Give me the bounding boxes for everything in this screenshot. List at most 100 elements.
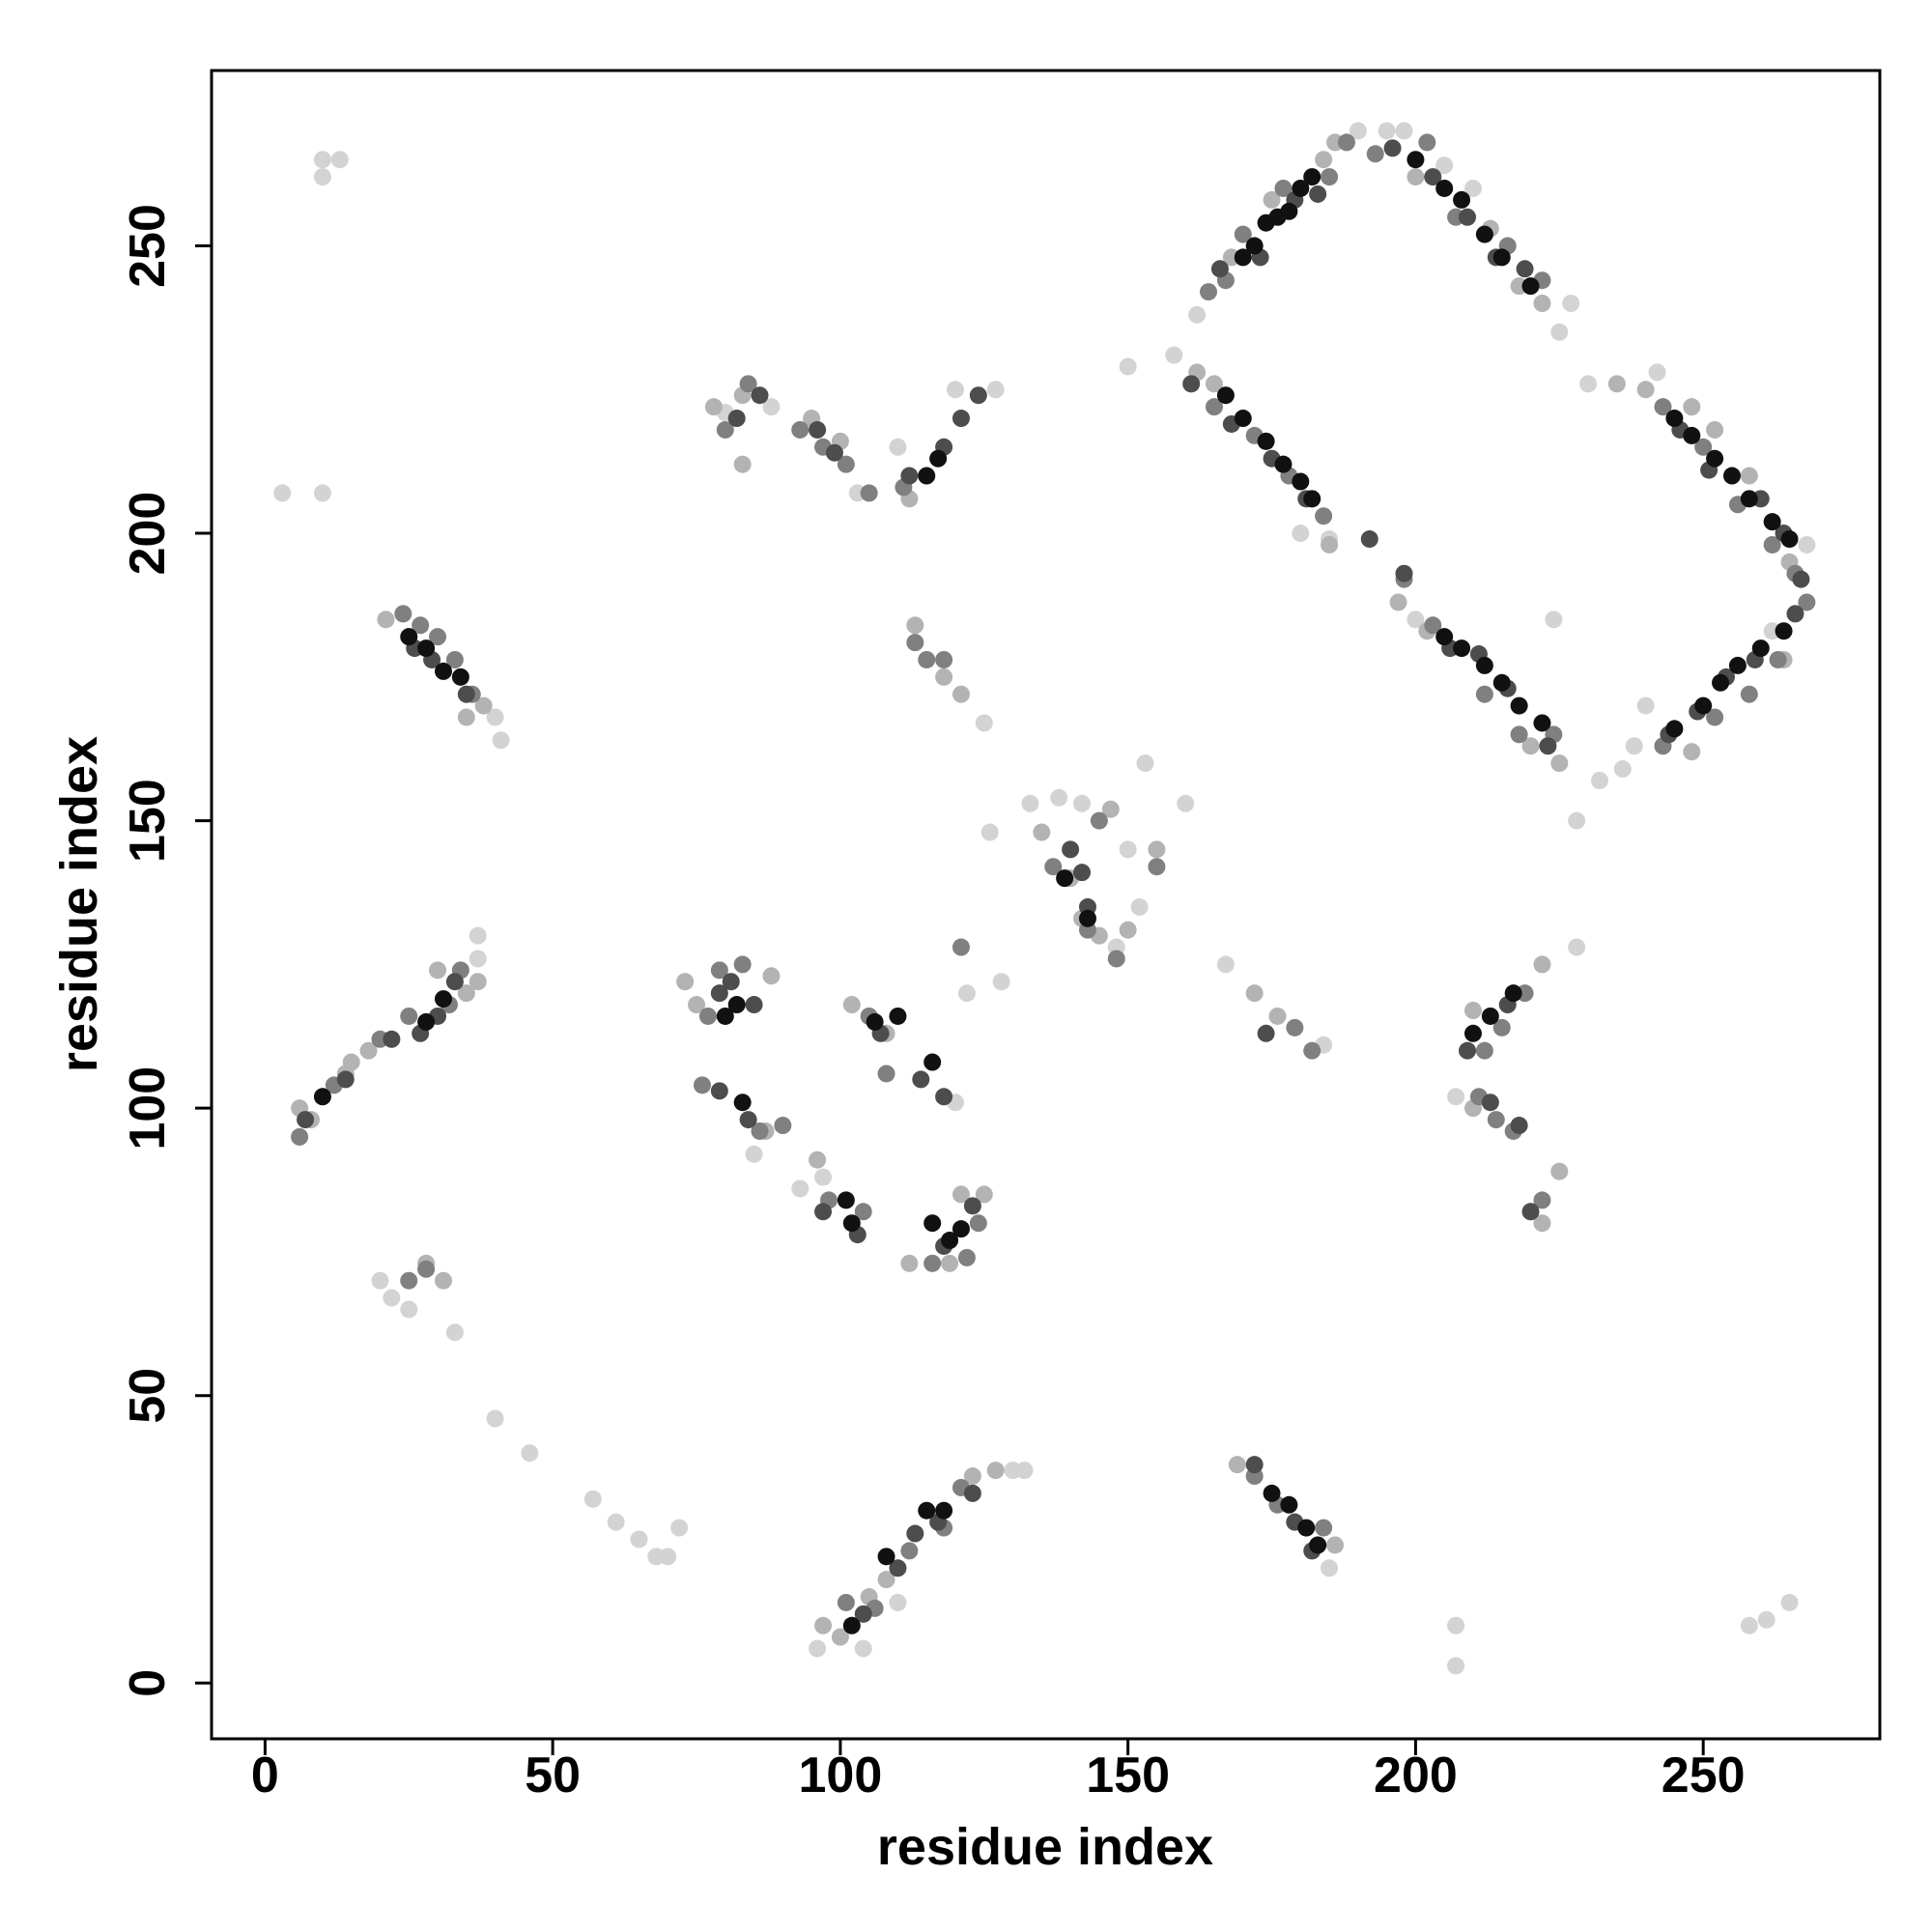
point xyxy=(1234,410,1252,428)
point xyxy=(739,375,757,393)
point xyxy=(1245,984,1264,1003)
point xyxy=(1613,760,1632,779)
point xyxy=(1539,737,1557,755)
point xyxy=(814,1168,833,1186)
point xyxy=(923,1214,942,1233)
point xyxy=(1740,1616,1758,1634)
point xyxy=(1321,535,1339,554)
point xyxy=(745,1145,763,1163)
point xyxy=(1297,1519,1316,1537)
point xyxy=(1360,530,1378,549)
point xyxy=(1263,190,1281,209)
point xyxy=(929,449,948,468)
point xyxy=(1188,305,1207,324)
point xyxy=(1315,151,1333,169)
point xyxy=(957,1248,976,1266)
point xyxy=(445,1323,464,1342)
point xyxy=(457,685,475,703)
x-axis-title: residue index xyxy=(877,1818,1213,1876)
point xyxy=(1648,363,1666,382)
x-tick-label: 250 xyxy=(1662,1747,1746,1804)
point xyxy=(889,1007,907,1025)
point xyxy=(900,467,919,485)
point xyxy=(963,1467,981,1486)
point xyxy=(952,685,970,703)
point xyxy=(1636,381,1655,399)
point xyxy=(1792,570,1810,588)
point xyxy=(330,151,349,169)
point xyxy=(1521,737,1540,755)
point xyxy=(313,484,331,502)
x-tick-label: 50 xyxy=(525,1747,581,1804)
point xyxy=(676,973,695,991)
point xyxy=(1078,909,1096,927)
point xyxy=(751,1122,769,1140)
point xyxy=(774,1117,792,1135)
point xyxy=(1654,398,1672,416)
point xyxy=(1453,639,1471,658)
point xyxy=(313,168,331,186)
point xyxy=(1459,208,1477,226)
point xyxy=(1665,410,1684,428)
point xyxy=(1107,950,1125,968)
point xyxy=(1119,840,1137,859)
point xyxy=(1378,122,1396,140)
point xyxy=(906,1524,924,1543)
point xyxy=(1683,426,1701,444)
point xyxy=(1487,1111,1505,1129)
point xyxy=(1475,656,1493,674)
point xyxy=(1292,472,1310,491)
point xyxy=(992,973,1010,991)
point xyxy=(1062,840,1080,859)
point xyxy=(1447,1657,1465,1675)
point xyxy=(963,1197,981,1215)
point xyxy=(1245,237,1264,255)
point xyxy=(854,1203,872,1221)
point xyxy=(1751,639,1770,658)
point xyxy=(1090,811,1108,830)
point xyxy=(429,961,447,980)
point xyxy=(417,1012,436,1031)
point xyxy=(457,708,475,726)
point xyxy=(918,650,936,668)
point xyxy=(809,420,827,439)
point xyxy=(733,955,752,974)
point xyxy=(791,1179,810,1198)
plot-frame xyxy=(210,69,1882,1741)
point xyxy=(762,967,781,985)
point xyxy=(469,950,487,968)
point xyxy=(1424,168,1442,186)
point xyxy=(1463,179,1482,197)
point xyxy=(957,984,976,1003)
point xyxy=(1182,375,1201,393)
point xyxy=(1274,455,1293,473)
point xyxy=(947,381,965,399)
y-axis-title: residue index xyxy=(50,736,108,1072)
point xyxy=(986,1462,1005,1480)
point xyxy=(445,650,464,668)
point xyxy=(400,628,418,646)
point xyxy=(1636,696,1655,715)
point xyxy=(1463,1001,1482,1019)
point xyxy=(912,1070,930,1089)
point xyxy=(1210,260,1229,278)
point xyxy=(1418,133,1436,152)
point xyxy=(417,1260,436,1278)
point xyxy=(980,823,999,841)
y-tick-label: 50 xyxy=(120,1368,176,1424)
point xyxy=(659,1548,677,1566)
point xyxy=(1481,1007,1499,1025)
point xyxy=(429,628,447,646)
point xyxy=(1798,593,1816,611)
point xyxy=(607,1513,625,1531)
point xyxy=(1349,122,1367,140)
point xyxy=(1234,225,1252,243)
x-tick-label: 0 xyxy=(251,1747,279,1804)
point xyxy=(1533,1191,1551,1209)
point xyxy=(1274,179,1293,197)
point xyxy=(1568,938,1586,956)
point xyxy=(809,1151,827,1169)
point xyxy=(400,1007,418,1025)
point xyxy=(941,1254,959,1272)
point xyxy=(1303,168,1321,186)
